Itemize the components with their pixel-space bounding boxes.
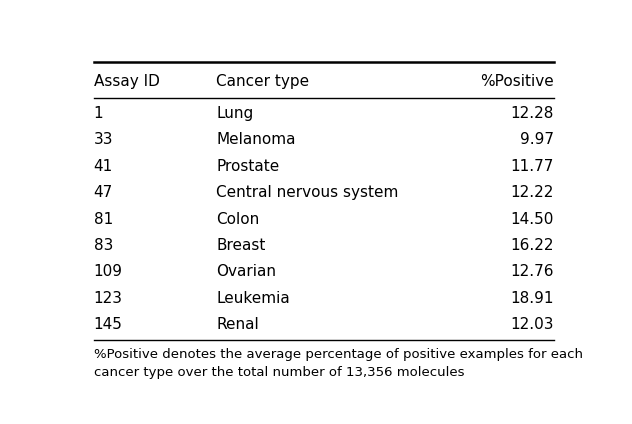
Text: 12.22: 12.22 bbox=[511, 185, 554, 200]
Text: Lung: Lung bbox=[216, 106, 253, 120]
Text: 12.28: 12.28 bbox=[511, 106, 554, 120]
Text: 18.91: 18.91 bbox=[511, 291, 554, 306]
Text: 9.97: 9.97 bbox=[520, 132, 554, 147]
Text: Breast: Breast bbox=[216, 238, 265, 253]
Text: 1: 1 bbox=[94, 106, 103, 120]
Text: 11.77: 11.77 bbox=[511, 159, 554, 173]
Text: 47: 47 bbox=[94, 185, 113, 200]
Text: 145: 145 bbox=[94, 318, 123, 332]
Text: %Positive denotes the average percentage of positive examples for each
cancer ty: %Positive denotes the average percentage… bbox=[94, 348, 583, 379]
Text: Assay ID: Assay ID bbox=[94, 74, 159, 89]
Text: 12.76: 12.76 bbox=[511, 265, 554, 279]
Text: 109: 109 bbox=[94, 265, 123, 279]
Text: 123: 123 bbox=[94, 291, 123, 306]
Text: 81: 81 bbox=[94, 212, 113, 226]
Text: 14.50: 14.50 bbox=[511, 212, 554, 226]
Text: Ovarian: Ovarian bbox=[216, 265, 276, 279]
Text: 12.03: 12.03 bbox=[511, 318, 554, 332]
Text: 33: 33 bbox=[94, 132, 113, 147]
Text: 83: 83 bbox=[94, 238, 113, 253]
Text: Central nervous system: Central nervous system bbox=[216, 185, 399, 200]
Text: Prostate: Prostate bbox=[216, 159, 279, 173]
Text: Renal: Renal bbox=[216, 318, 259, 332]
Text: Melanoma: Melanoma bbox=[216, 132, 296, 147]
Text: Colon: Colon bbox=[216, 212, 259, 226]
Text: %Positive: %Positive bbox=[480, 74, 554, 89]
Text: Leukemia: Leukemia bbox=[216, 291, 290, 306]
Text: 16.22: 16.22 bbox=[511, 238, 554, 253]
Text: 41: 41 bbox=[94, 159, 113, 173]
Text: Cancer type: Cancer type bbox=[216, 74, 309, 89]
